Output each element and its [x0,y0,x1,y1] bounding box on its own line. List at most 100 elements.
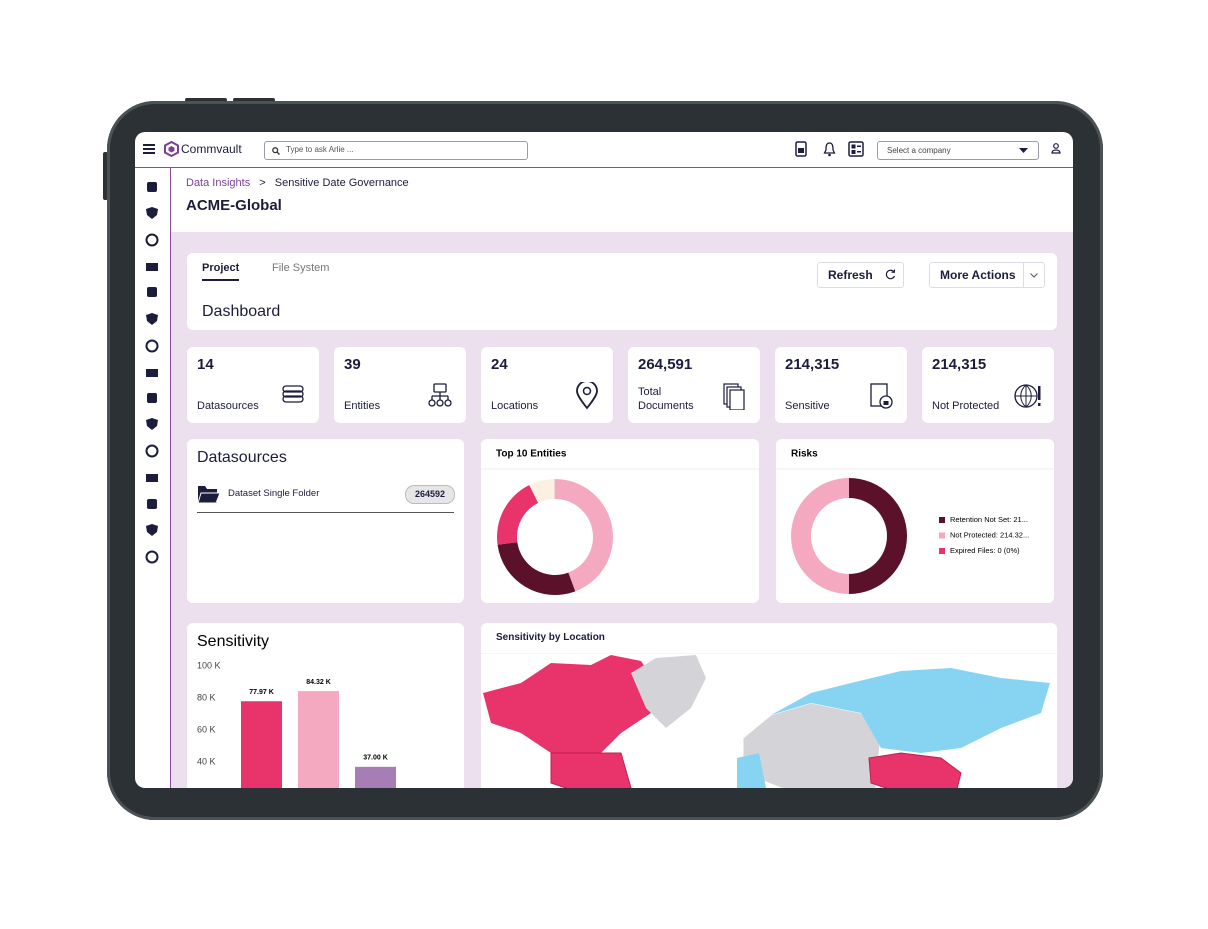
stat-card: 39 Entities [334,347,466,423]
shape [433,383,447,393]
shape [146,418,158,430]
nav-icon[interactable] [145,470,159,484]
page-title: ACME-Global [186,197,282,214]
legend-swatch [939,517,945,523]
y-tick-label: 80 K [197,692,216,702]
top-bar: Commvault Type to ask Arlie ... Select a… [135,132,1073,168]
screen: Commvault Type to ask Arlie ... Select a… [135,132,1073,788]
more-actions-button[interactable]: More Actions [929,262,1045,288]
shape [145,233,159,247]
search-box[interactable]: Type to ask Arlie ... [264,141,528,160]
region [742,702,882,788]
region [550,752,632,788]
value-label: 84.32 K [306,679,331,686]
menu-icon[interactable] [143,143,155,155]
shape [282,385,304,393]
nav-icon[interactable] [145,312,159,326]
shape [147,287,157,297]
card-title: Datasources [197,449,287,466]
shape [436,399,444,407]
bar [355,766,396,788]
stat-icon [870,383,893,409]
shape [146,263,158,271]
dashboard-header-card: Project File System Refresh More Actions… [187,253,1057,330]
stat-icon [1014,384,1041,408]
shape [147,393,157,403]
nav-icon[interactable] [145,339,159,353]
shape [282,395,304,403]
nav-icon[interactable] [145,180,159,194]
bar-chart: Sensitivity 40 K 60 K 80 K 100 K 77.97 K 84.32… [197,633,396,788]
refresh-icon [885,269,896,280]
divider [197,512,454,513]
region [631,655,706,728]
nav-icon[interactable] [145,523,159,537]
map-card: Sensitivity by Location [481,623,1057,788]
nav-icon[interactable] [145,365,159,379]
search-icon [272,147,280,155]
shape [428,399,436,407]
company-select[interactable]: Select a company [877,141,1039,160]
nav-icon[interactable] [145,417,159,431]
stat-card: 214,315 Sensitive [775,347,907,423]
donut-slice [497,484,539,545]
chart-title: Risks [791,449,818,460]
value-label: 37.00 K [363,755,388,762]
stat-label: Locations [491,400,539,412]
bell-icon[interactable] [823,141,836,157]
stat-value: 39 [344,356,361,373]
region [483,655,656,755]
stat-icon [282,385,304,403]
donut-chart: Top 10 EntitiesIP Address: 162.96 K (...… [481,449,759,728]
shape [1038,403,1041,406]
tab-active[interactable]: Project [202,262,240,281]
stat-label: Not Protected [932,400,1000,412]
button-label: Refresh [828,268,873,282]
shape [146,313,158,325]
nav-icon[interactable] [145,259,159,273]
shape [146,207,158,219]
shape [197,492,221,504]
nav-icon[interactable] [145,233,159,247]
stat-icon [428,383,452,407]
legend-label: Expired Files: 0 (0%) [950,546,1020,555]
logo-icon [164,141,179,157]
shape [431,392,449,400]
bar [241,701,282,788]
divider [1023,263,1024,287]
shape [582,386,592,396]
nav-icon[interactable] [145,206,159,220]
shape [444,399,452,407]
stat-value: 214,315 [785,356,840,373]
shape [147,499,157,509]
user-icon[interactable] [1051,143,1061,154]
nav-icon[interactable] [145,391,159,405]
stat-card: 214,315 Not Protected [922,347,1054,423]
nav-icon[interactable] [145,285,159,299]
legend-label: Not Protected: 214.32... [950,530,1029,539]
stat-value: 214,315 [932,356,987,373]
stat-label: Entities [344,400,381,412]
shape [147,182,157,192]
breadcrumb-link[interactable]: Data Insights [186,177,251,189]
apps-icon[interactable] [848,141,864,157]
button-label: More Actions [940,268,1016,282]
nav-icon[interactable] [145,444,159,458]
stat-value: 14 [197,356,214,373]
stat-card: 14 Datasources [187,347,319,423]
donut-chart: Risks Retention Not Set: 21... Not Protect… [776,449,1054,594]
world-map [481,653,1057,788]
y-tick-label: 60 K [197,724,216,734]
nav-icon[interactable] [145,550,159,564]
nav-icon[interactable] [145,497,159,511]
tab[interactable]: File System [272,262,330,274]
shape [146,369,158,377]
stat-icon [576,382,598,410]
refresh-button[interactable]: Refresh [817,262,904,288]
sidebar [135,168,171,788]
stat-card: 264,591 Total Documents [628,347,760,423]
shape [146,474,158,482]
report-icon[interactable] [795,141,807,157]
region [737,753,766,788]
